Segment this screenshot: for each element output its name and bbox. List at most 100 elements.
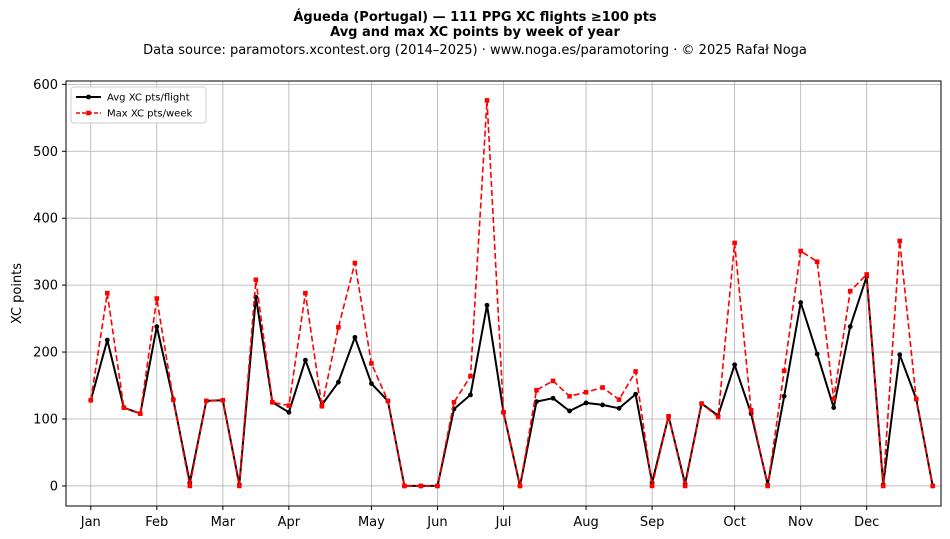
y-tick-label: 400 bbox=[33, 212, 58, 227]
data-point bbox=[220, 397, 226, 403]
data-point bbox=[418, 483, 424, 489]
data-point bbox=[534, 399, 539, 404]
data-point bbox=[451, 399, 457, 405]
data-point bbox=[847, 324, 853, 330]
x-tick-label: Jan bbox=[80, 515, 101, 530]
data-point bbox=[550, 378, 556, 384]
data-point bbox=[286, 403, 292, 408]
data-point bbox=[864, 272, 870, 277]
legend-marker bbox=[86, 94, 91, 100]
data-point bbox=[237, 483, 242, 489]
data-point bbox=[897, 238, 903, 244]
data-point bbox=[468, 392, 473, 398]
data-point bbox=[633, 391, 638, 397]
chart-subtitle: Avg and max XC points by week of year bbox=[330, 25, 620, 40]
data-point bbox=[682, 483, 688, 489]
y-tick-label: 600 bbox=[33, 78, 58, 93]
series-max bbox=[88, 98, 936, 489]
data-point bbox=[715, 414, 721, 420]
data-point bbox=[352, 260, 358, 266]
data-point bbox=[798, 248, 803, 254]
data-point bbox=[88, 397, 94, 403]
data-point bbox=[303, 290, 308, 296]
x-tick-label: Aug bbox=[573, 515, 598, 530]
y-axis-label: XC points bbox=[10, 263, 25, 324]
data-point bbox=[732, 240, 737, 246]
data-point bbox=[104, 290, 110, 296]
x-tick-label: Feb bbox=[145, 515, 168, 530]
data-point bbox=[930, 483, 936, 489]
data-point bbox=[121, 405, 127, 410]
x-tick-label: Dec bbox=[854, 515, 879, 530]
data-point bbox=[897, 352, 903, 358]
data-point bbox=[171, 397, 176, 402]
chart-title: Águeda (Portugal) — 111 PPG XC flights ≥… bbox=[293, 10, 657, 25]
legend: Avg XC pts/flight Max XC pts/week bbox=[70, 86, 207, 124]
data-point bbox=[847, 288, 853, 294]
data-point bbox=[187, 483, 193, 489]
x-tick-label: May bbox=[358, 515, 385, 530]
legend-marker bbox=[86, 110, 91, 116]
data-point bbox=[814, 259, 820, 265]
data-point bbox=[814, 351, 820, 357]
x-tick-label: Jul bbox=[495, 515, 512, 530]
data-point bbox=[336, 379, 341, 385]
data-point bbox=[137, 411, 143, 416]
data-point bbox=[501, 409, 506, 415]
data-point bbox=[352, 334, 358, 340]
data-point bbox=[385, 398, 391, 404]
data-point bbox=[880, 483, 886, 489]
x-tick-label: Jun bbox=[426, 515, 447, 530]
legend-label: Max XC pts/week bbox=[107, 109, 192, 120]
data-point bbox=[154, 324, 160, 330]
chart-source: Data source: paramotors.xcontest.org (20… bbox=[143, 43, 807, 58]
data-point bbox=[204, 398, 209, 404]
grid-lines bbox=[66, 81, 941, 506]
legend-label: Avg XC pts/flight bbox=[107, 93, 190, 104]
data-point bbox=[633, 369, 638, 374]
data-point bbox=[253, 277, 259, 283]
data-point bbox=[302, 357, 308, 363]
data-point bbox=[336, 324, 341, 330]
data-point bbox=[484, 302, 490, 308]
series-line bbox=[89, 275, 934, 487]
data-point bbox=[369, 361, 374, 366]
data-point bbox=[748, 407, 754, 413]
data-point bbox=[567, 393, 572, 399]
series-line bbox=[90, 99, 934, 487]
data-point bbox=[649, 483, 655, 489]
data-point bbox=[270, 399, 275, 405]
data-point bbox=[616, 405, 622, 411]
data-point bbox=[154, 296, 160, 301]
x-tick-label: Sep bbox=[640, 515, 665, 530]
y-tick-label: 0 bbox=[50, 479, 58, 494]
data-point bbox=[765, 483, 770, 489]
data-point bbox=[600, 385, 605, 390]
data-point bbox=[666, 414, 671, 419]
data-point bbox=[468, 373, 473, 379]
data-point bbox=[435, 483, 440, 489]
data-point bbox=[550, 395, 556, 401]
data-point bbox=[781, 368, 787, 374]
y-tick-label: 500 bbox=[33, 145, 58, 160]
data-point bbox=[567, 408, 572, 414]
data-point bbox=[583, 400, 589, 406]
data-point bbox=[583, 389, 589, 395]
legend-box bbox=[70, 86, 207, 124]
data-point bbox=[732, 362, 738, 368]
y-tick-label: 300 bbox=[33, 279, 58, 294]
data-point bbox=[369, 381, 374, 386]
data-point bbox=[104, 337, 110, 343]
y-tick-label: 100 bbox=[33, 412, 58, 427]
x-tick-label: Apr bbox=[278, 515, 301, 530]
data-point bbox=[402, 483, 407, 489]
data-point bbox=[484, 98, 490, 103]
x-tick-label: Nov bbox=[788, 515, 814, 530]
x-tick-label: Oct bbox=[723, 515, 745, 530]
data-point bbox=[699, 401, 704, 406]
data-point bbox=[286, 409, 292, 415]
data-point bbox=[600, 402, 605, 408]
data-point bbox=[534, 387, 539, 393]
x-tick-label: Mar bbox=[211, 515, 236, 530]
